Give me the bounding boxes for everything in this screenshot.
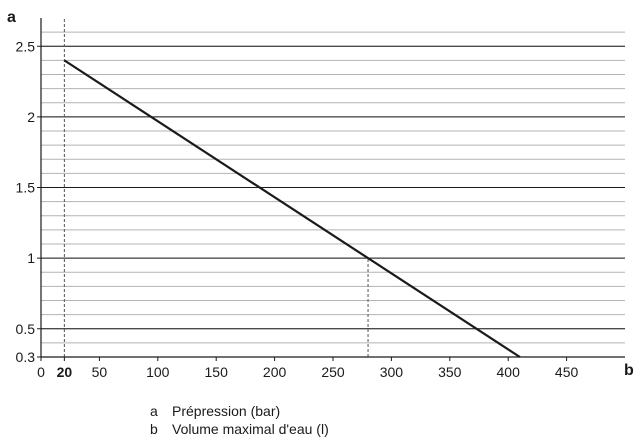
x-tick-label: 50 — [92, 364, 108, 380]
y-tick-label: 0.5 — [16, 321, 36, 337]
legend-item: a Prépression (bar) — [150, 402, 329, 420]
x-tick-label: 250 — [321, 364, 345, 380]
x-axis-ticks: 0 20 50 100 150 200 250 300 350 400 450 — [37, 357, 578, 380]
legend-key: b — [150, 421, 158, 437]
x-tick-label: 0 — [37, 364, 45, 380]
y-tick-label: 2 — [27, 109, 35, 125]
y-axis-letter: a — [7, 9, 16, 26]
legend-key: a — [150, 403, 158, 419]
x-tick-label: 200 — [263, 364, 287, 380]
x-tick-label: 450 — [555, 364, 579, 380]
x-tick-label: 300 — [380, 364, 404, 380]
y-tick-label: 2.5 — [16, 38, 36, 54]
major-gridlines — [41, 45, 625, 330]
legend: a Prépression (bar) b Volume maximal d'e… — [150, 402, 329, 438]
x-tick-label: 20 — [57, 364, 73, 380]
x-tick-label: 400 — [497, 364, 521, 380]
series-line — [63, 59, 521, 358]
data-series — [63, 59, 521, 358]
legend-text: Volume maximal d'eau (l) — [172, 421, 329, 437]
y-tick-label: 1 — [27, 250, 35, 266]
x-tick-label: 350 — [438, 364, 462, 380]
x-tick-label: 150 — [205, 364, 229, 380]
y-axis-ticks: 0.3 0.5 1 1.5 2 2.5 — [16, 38, 41, 365]
pressure-volume-chart: 0 20 50 100 150 200 250 300 350 400 450 0.3 0.5 1 1.5… — [7, 9, 634, 380]
y-tick-label: 1.5 — [16, 180, 36, 196]
x-axis-letter: b — [624, 362, 634, 379]
legend-item: b Volume maximal d'eau (l) — [150, 420, 329, 438]
reference-lines — [63, 18, 369, 357]
legend-text: Prépression (bar) — [172, 403, 281, 419]
y-tick-label: 0.3 — [16, 349, 36, 365]
x-tick-label: 100 — [146, 364, 170, 380]
